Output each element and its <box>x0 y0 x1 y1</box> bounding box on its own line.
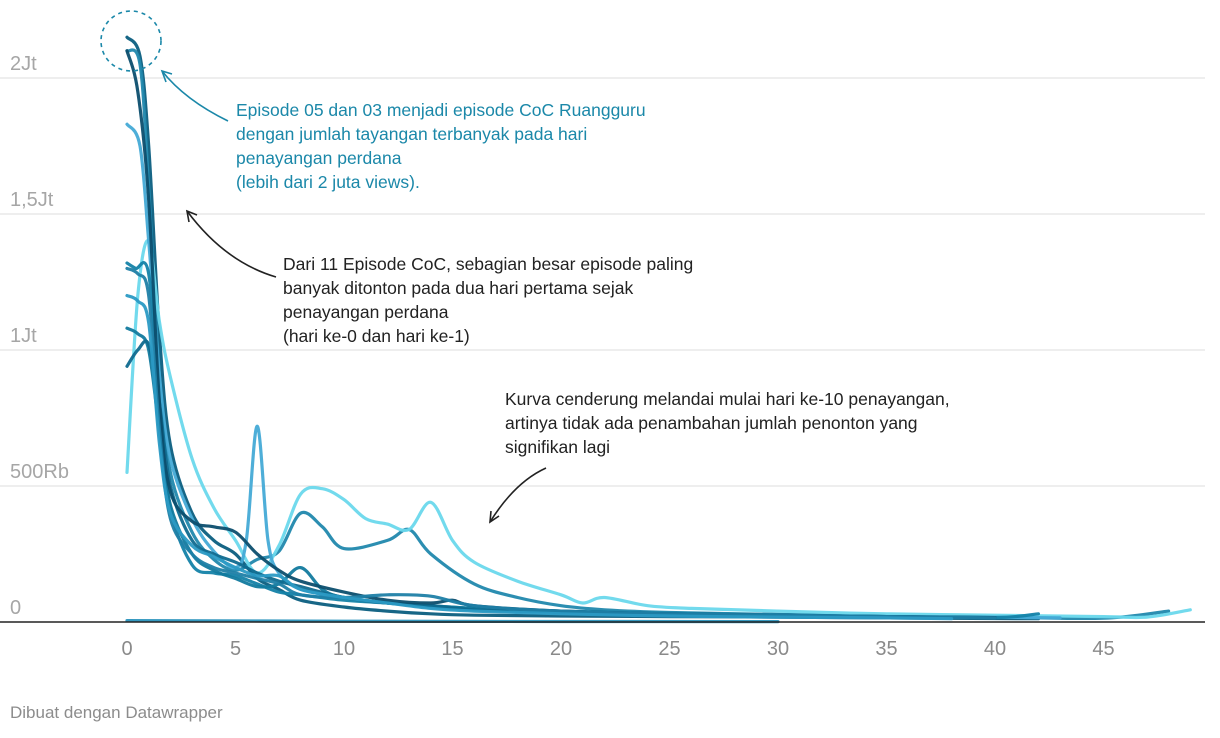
annotation-arrow <box>186 210 277 278</box>
series-line-10 <box>125 294 954 621</box>
x-tick-label: 0 <box>121 638 132 660</box>
annotation-1-line: dengan jumlah tayangan terbanyak pada ha… <box>236 124 587 144</box>
annotation-2-line: Dari 11 Episode CoC, sebagian besar epis… <box>283 254 693 274</box>
annotation-2-line: (hari ke-0 dan hari ke-1) <box>283 326 470 346</box>
annotation-arrowhead <box>489 510 500 524</box>
annotations: Episode 05 dan 03 menjadi episode CoC Ru… <box>100 10 950 524</box>
footer-credit: Dibuat dengan Datawrapper <box>10 703 223 722</box>
gridlines <box>0 77 1205 487</box>
x-tick-label: 30 <box>767 638 789 660</box>
highlight-circle <box>100 10 162 72</box>
annotation-3-line: artinya tidak ada penambahan jumlah peno… <box>505 413 918 433</box>
x-tick-label: 5 <box>230 638 241 660</box>
annotation-1-line: Episode 05 dan 03 menjadi episode CoC Ru… <box>236 100 646 120</box>
annotation-arrow <box>489 467 547 523</box>
x-tick-label: 45 <box>1092 638 1114 660</box>
x-tick-label: 25 <box>658 638 680 660</box>
x-tick-label: 15 <box>441 638 463 660</box>
y-tick-label: 1Jt <box>10 325 37 347</box>
x-tick-label: 10 <box>333 638 355 660</box>
y-axis-labels: 0 500Rb 1Jt 1,5Jt 2Jt <box>10 53 69 619</box>
x-tick-label: 40 <box>984 638 1006 660</box>
x-tick-label: 35 <box>875 638 897 660</box>
x-axis-labels: 0 5 10 15 20 25 30 35 40 45 <box>121 638 1114 660</box>
y-tick-label: 500Rb <box>10 461 69 483</box>
annotation-3-line: signifikan lagi <box>505 437 610 457</box>
annotation-2-line: penayangan perdana <box>283 302 449 322</box>
x-tick-label: 20 <box>550 638 572 660</box>
series-line-3 <box>125 239 1192 620</box>
y-tick-label: 2Jt <box>10 53 37 75</box>
annotation-3-line: Kurva cenderung melandai mulai hari ke-1… <box>505 389 950 409</box>
annotation-1-line: penayangan perdana <box>236 148 402 168</box>
annotation-1-line: (lebih dari 2 juta views). <box>236 172 420 192</box>
annotation-arrowhead <box>185 209 198 223</box>
series-lines <box>125 35 1192 624</box>
y-tick-label: 1,5Jt <box>10 189 54 211</box>
series-line-4 <box>125 122 1062 620</box>
annotation-2-line: banyak ditonton pada dua hari pertama se… <box>283 278 633 298</box>
y-tick-label: 0 <box>10 597 21 619</box>
annotation-arrowhead <box>160 69 173 83</box>
annotation-arrow <box>161 70 229 122</box>
